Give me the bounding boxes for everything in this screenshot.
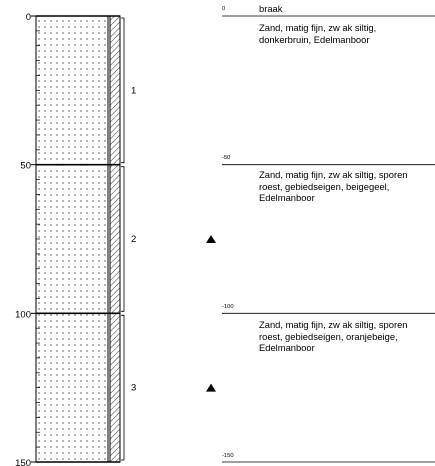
layer-3-bracket — [121, 314, 125, 461]
layer-2-number: 2 — [131, 234, 136, 245]
layer-3-number: 3 — [131, 383, 136, 394]
depth-label-50: -50 — [222, 155, 231, 161]
depth-tick-label: 100 — [15, 309, 31, 320]
layer-3-strip — [109, 312, 121, 463]
layer-2-bracket — [121, 166, 125, 312]
layer-2-strip — [109, 164, 121, 314]
depth-label-0: 0 — [222, 6, 226, 12]
marker-triangle — [206, 235, 216, 243]
layer-2-fill — [35, 164, 109, 314]
layer-1-fill — [35, 15, 109, 166]
layer-1-bracket — [121, 17, 125, 164]
layer-3-description: Zand, matig fijn, zw ak siltig, sporen r… — [259, 319, 408, 353]
layer-3-fill — [35, 312, 109, 463]
marker-triangle — [206, 383, 216, 392]
depth-tick-label: 150 — [15, 458, 31, 466]
layer-1-description: Zand, matig fijn, zw ak siltig, donkerbr… — [259, 22, 377, 45]
soil-column: 1 2 3 — [35, 15, 136, 463]
depth-tick-label: 0 — [26, 12, 31, 23]
depth-tick-label: 50 — [20, 161, 31, 172]
depth-label-100: -100 — [222, 304, 234, 310]
layer-2-description: Zand, matig fijn, zw ak siltig, sporen r… — [259, 169, 408, 203]
markers — [206, 235, 216, 392]
surface-label: braak — [259, 3, 283, 14]
depth-label-150: -150 — [222, 453, 234, 459]
layer-1-number: 1 — [131, 85, 136, 96]
description-lines — [222, 15, 435, 463]
layer-1-strip — [109, 15, 121, 166]
